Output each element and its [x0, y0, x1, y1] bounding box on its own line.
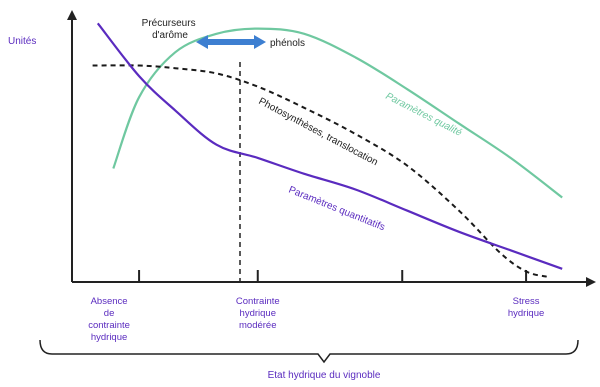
x-tick-label: Contrainte hydrique modérée: [236, 296, 280, 331]
photo-curve-label: Photosynthèses, translocation: [257, 96, 380, 168]
quantity-series-line: [96, 22, 563, 270]
x-tick-label: Absence de contrainte hydrique: [88, 296, 130, 343]
quality-curve-label: Paramètres qualité: [384, 91, 464, 139]
x-axis-arrowhead: [586, 277, 596, 287]
x-tick-labels: Absence de contrainte hydrique Contrainte hyd…: [88, 296, 544, 343]
y-axis-label: Unités: [8, 36, 36, 47]
y-axis-arrowhead: [67, 10, 77, 20]
quantity-curve-label: Paramètres quantitatifs: [287, 185, 386, 234]
precursors-label: Précurseurs d'arôme: [142, 18, 199, 41]
x-tick-label: Stress hydrique: [508, 296, 544, 319]
x-axis-label: Etat hydrique du vignoble: [268, 370, 381, 381]
quality-series-line: [112, 27, 563, 199]
x-axis-bracket: [39, 339, 579, 364]
phenols-label: phénols: [270, 38, 305, 49]
double-arrow-icon: [196, 35, 266, 49]
x-ticks: [138, 270, 528, 282]
series-layer: [92, 22, 563, 278]
